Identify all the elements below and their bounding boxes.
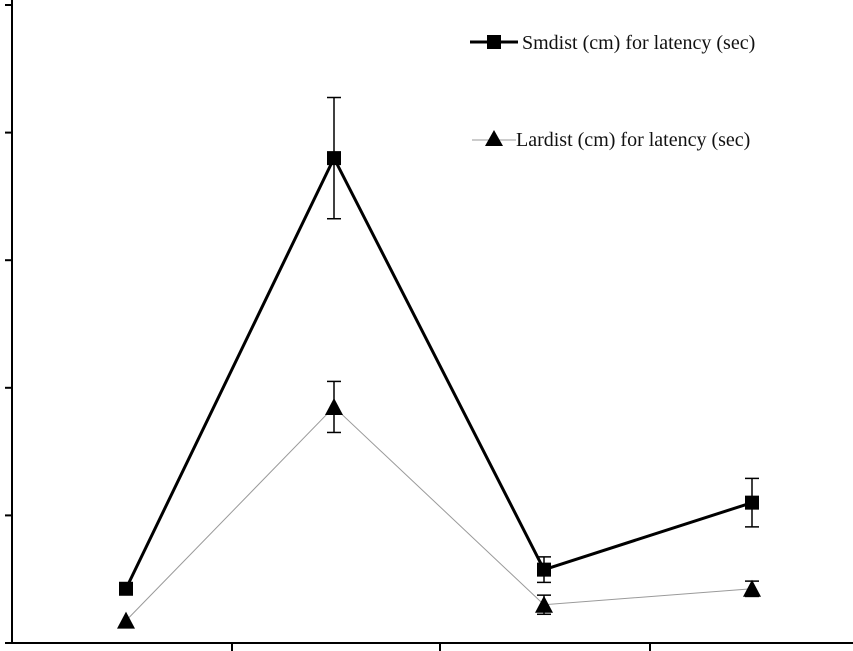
series-layer [117, 96, 761, 629]
legend-marker-square [487, 35, 501, 49]
legend-label-smdist: Smdist (cm) for latency (sec) [522, 32, 755, 54]
x-ticks [231, 643, 651, 651]
legend-entry-lardist: Lardist (cm) for latency (sec) [472, 129, 750, 151]
data-point-triangle [743, 579, 761, 597]
data-point-square [327, 151, 341, 166]
legend: Smdist (cm) for latency (sec) Lardist (c… [470, 32, 755, 151]
data-point-triangle [325, 397, 343, 415]
series-line [125, 406, 753, 622]
legend-entry-smdist: Smdist (cm) for latency (sec) [470, 32, 755, 54]
y-ticks [5, 4, 12, 644]
series-line [124, 154, 753, 590]
legend-label-lardist: Lardist (cm) for latency (sec) [516, 129, 750, 151]
series-lardist [117, 380, 761, 629]
data-point-triangle [535, 595, 553, 613]
data-point-square [537, 562, 551, 577]
series-smdist [119, 96, 759, 596]
data-point-triangle [117, 611, 135, 629]
data-point-square [119, 581, 133, 596]
legend-marker-triangle [485, 130, 503, 146]
data-point-square [745, 495, 759, 510]
